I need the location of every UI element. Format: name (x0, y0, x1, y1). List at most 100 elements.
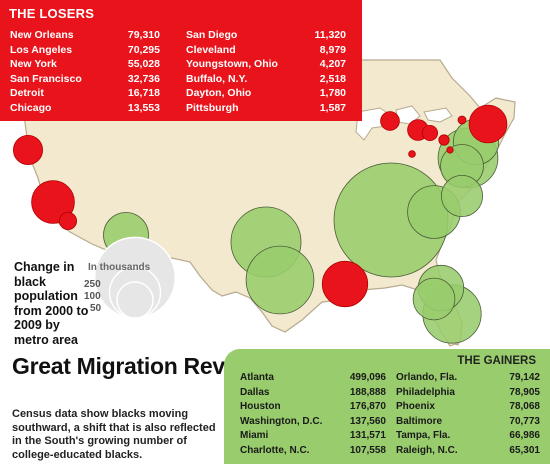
gainers-city-label: Phoenix (396, 401, 435, 413)
losers-column-right: San Diego 11,320 Cleveland 8,979 Youngstown,… (186, 28, 346, 116)
losers-row-buffalo-n-y: Buffalo, N.Y. 2,518 (186, 72, 346, 87)
gainers-circle-houston (245, 245, 315, 315)
gainers-value-label: 65,301 (509, 444, 540, 456)
losers-city-label: Youngstown, Ohio (186, 58, 278, 71)
losers-panel: THE LOSERS New Orleans 79,310 Los Angeles 7… (0, 0, 362, 121)
losers-city-label: San Diego (186, 29, 238, 41)
gainers-row-miami: Miami 131,571 (240, 429, 386, 444)
losers-circle-san-francisco (12, 134, 44, 165)
losers-value-label: 4,207 (319, 58, 346, 71)
gainers-value-label: 79,142 (509, 372, 540, 383)
losers-circle-dayton-ohio (408, 150, 416, 158)
losers-city-label: Los Angeles (10, 43, 73, 56)
losers-value-label: 55,028 (127, 58, 160, 71)
losers-circle-los-angeles (31, 180, 75, 224)
size-legend (93, 236, 177, 319)
losers-circle-cleveland (421, 125, 438, 142)
gainers-value-label: 188,888 (349, 386, 386, 398)
losers-value-label: 1,780 (319, 87, 346, 100)
losers-column-left: New Orleans 79,310 Los Angeles 70,295 New Yo… (10, 28, 160, 116)
losers-value-label: 70,295 (127, 43, 160, 56)
gainers-city-label: Atlanta (240, 372, 274, 383)
losers-circle-new-york (468, 104, 508, 144)
losers-value-label: 32,736 (127, 72, 160, 85)
losers-circle-buffalo-n-y (457, 115, 467, 125)
legend-circle-50 (116, 281, 154, 319)
losers-city-label: Detroit (10, 87, 44, 100)
losers-value-label: 16,718 (127, 87, 160, 100)
losers-city-label: Cleveland (186, 43, 236, 56)
losers-row-cleveland: Cleveland 8,979 (186, 43, 346, 58)
losers-value-label: 13,553 (127, 101, 160, 114)
gainers-city-label: Philadelphia (396, 386, 455, 398)
gainers-city-label: Raleigh, N.C. (396, 444, 458, 456)
losers-circle-youngstown-ohio (438, 134, 450, 146)
gainers-value-label: 131,571 (349, 430, 386, 442)
losers-city-label: Chicago (10, 101, 52, 114)
losers-title: THE LOSERS (9, 6, 95, 21)
losers-circle-new-orleans (321, 260, 369, 308)
gainers-value-label: 70,773 (509, 415, 540, 427)
gainers-row-washington-d-c: Washington, D.C. 137,560 (240, 415, 386, 430)
gainers-panel: THE GAINERS Atlanta 499,096 Dallas 188,888 H… (224, 349, 550, 464)
losers-value-label: 1,587 (319, 101, 346, 114)
losers-row-new-york: New York 55,028 (10, 57, 160, 72)
losers-row-detroit: Detroit 16,718 (10, 86, 160, 101)
gainers-row-philadelphia: Philadelphia 78,905 (396, 386, 540, 401)
gainers-city-label: Baltimore (396, 415, 443, 427)
losers-row-chicago: Chicago 13,553 (10, 101, 160, 116)
gainers-row-tampa-fla: Tampa, Fla. 66,986 (396, 429, 540, 444)
gainers-row-charlotte-n-c: Charlotte, N.C. 107,558 (240, 444, 386, 459)
losers-row-los-angeles: Los Angeles 70,295 (10, 43, 160, 58)
gainers-value-label: 78,068 (509, 401, 540, 413)
losers-city-label: Buffalo, N.Y. (186, 72, 248, 85)
gainers-city-label: Orlando, Fla. (396, 372, 458, 383)
gainers-value-label: 107,558 (349, 444, 386, 456)
gainers-value-label: 137,560 (349, 415, 386, 427)
losers-circle-pittsburgh (446, 146, 454, 154)
gainers-row-houston: Houston 176,870 (240, 400, 386, 415)
gainers-city-label: Miami (240, 430, 269, 442)
losers-row-new-orleans: New Orleans 79,310 (10, 28, 160, 43)
losers-city-label: New Orleans (10, 29, 74, 41)
gainers-column-left: Atlanta 499,096 Dallas 188,888 Houston 176,87… (240, 371, 386, 459)
gainers-row-baltimore: Baltimore 70,773 (396, 415, 540, 430)
losers-city-label: New York (10, 58, 57, 71)
gainers-row-phoenix: Phoenix 78,068 (396, 400, 540, 415)
gainers-row-orlando-fla: Orlando, Fla. 79,142 (396, 371, 540, 386)
gainers-city-label: Washington, D.C. (240, 415, 323, 427)
gainers-city-label: Houston (240, 401, 281, 413)
losers-circle-san-diego (59, 211, 78, 230)
losers-city-label: Dayton, Ohio (186, 87, 252, 100)
gainers-value-label: 66,986 (509, 430, 540, 442)
gainers-city-label: Dallas (240, 386, 270, 398)
legend-units: In thousands (88, 262, 151, 273)
legend-value-250: 250 (84, 279, 101, 290)
gainers-value-label: 176,870 (349, 401, 386, 413)
losers-city-label: Pittsburgh (186, 101, 239, 114)
gainers-circle-raleigh-n-c (440, 174, 483, 217)
gainers-title: THE GAINERS (457, 355, 536, 367)
gainers-city-label: Charlotte, N.C. (240, 444, 310, 456)
gainers-circle-tampa-fla (412, 277, 456, 321)
circles-layer (12, 104, 508, 344)
deck-text: Census data show blacks moving southward… (12, 408, 216, 461)
gainers-value-label: 78,905 (509, 386, 540, 398)
losers-value-label: 8,979 (319, 43, 346, 56)
losers-row-san-francisco: San Francisco 32,736 (10, 72, 160, 87)
losers-row-san-diego: San Diego 11,320 (186, 28, 346, 43)
losers-value-label: 11,320 (314, 29, 346, 41)
losers-row-dayton-ohio: Dayton, Ohio 1,780 (186, 86, 346, 101)
gainers-value-label: 499,096 (349, 372, 386, 383)
losers-row-pittsburgh: Pittsburgh 1,587 (186, 101, 346, 116)
gainers-row-raleigh-n-c: Raleigh, N.C. 65,301 (396, 444, 540, 459)
legend-value-100: 100 (84, 291, 101, 302)
losers-value-label: 79,310 (127, 29, 160, 41)
gainers-city-label: Tampa, Fla. (396, 430, 451, 442)
legend-title: Change in black population from 2000 to … (14, 260, 89, 347)
losers-value-label: 2,518 (319, 72, 346, 85)
losers-circle-chicago (380, 111, 400, 131)
losers-city-label: San Francisco (10, 72, 82, 85)
